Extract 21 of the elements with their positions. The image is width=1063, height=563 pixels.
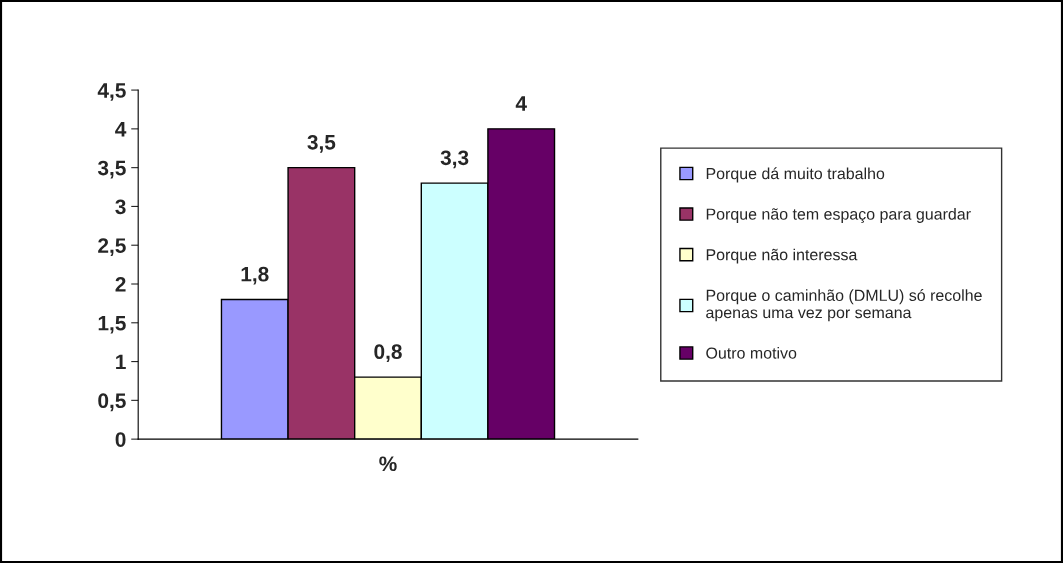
y-tick-label: 3,5	[97, 160, 126, 179]
legend-label: Outro motivo	[706, 347, 797, 359]
y-tick-label: 0	[115, 432, 126, 447]
y-tick-label: 2,5	[98, 238, 126, 256]
legend-label: Porque o caminhão (DMLU) só recolhe apenas uma vez por semana	[706, 289, 982, 322]
data-label: 3,5	[307, 134, 336, 153]
legend-label: Porque não tem espaço para guardar	[706, 208, 971, 223]
data-label: 0,8	[374, 344, 402, 363]
legend-label: Porque dá muito trabalho	[706, 167, 885, 183]
y-tick-label: 3	[115, 199, 126, 215]
data-label: 1,8	[241, 266, 269, 285]
y-tick-label: 0,5	[98, 393, 126, 412]
y-tick-label: 4,5	[97, 83, 126, 101]
y-tick-label: 2	[115, 277, 126, 292]
x-tick-label: %	[379, 456, 397, 472]
data-label: 3,3	[440, 150, 469, 169]
y-tick-label: 4	[115, 122, 127, 137]
y-tick-label: 1,5	[98, 316, 126, 334]
legend-label: Porque não interessa	[706, 248, 858, 264]
data-label: 4	[515, 96, 527, 111]
y-tick-label: 1	[116, 354, 126, 370]
